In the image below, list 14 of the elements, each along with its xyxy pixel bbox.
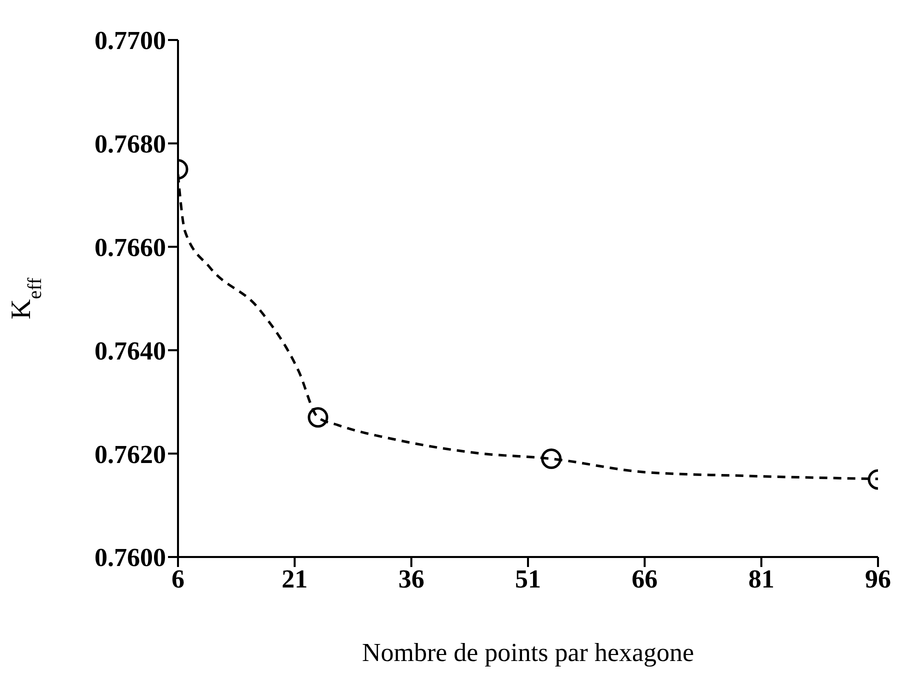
y-tick-label: 0.7640	[94, 336, 166, 366]
x-tick-label: 21	[282, 564, 308, 594]
y-tick-label: 0.7700	[94, 26, 166, 56]
x-tick-label: 66	[632, 564, 658, 594]
x-tick-label: 96	[865, 564, 891, 594]
x-tick-label: 6	[172, 564, 184, 594]
y-tick-label: 0.7660	[94, 233, 166, 262]
y-tick-label: 0.7680	[94, 130, 166, 159]
x-tick-label: 51	[515, 564, 541, 594]
x-axis-title: Nombre de points par hexagone	[362, 638, 694, 667]
y-tick-label: 0.7620	[94, 440, 166, 469]
y-tick-label: 0.7600	[94, 543, 166, 572]
x-tick-label: 36	[398, 564, 424, 594]
x-tick-label: 81	[748, 564, 774, 594]
